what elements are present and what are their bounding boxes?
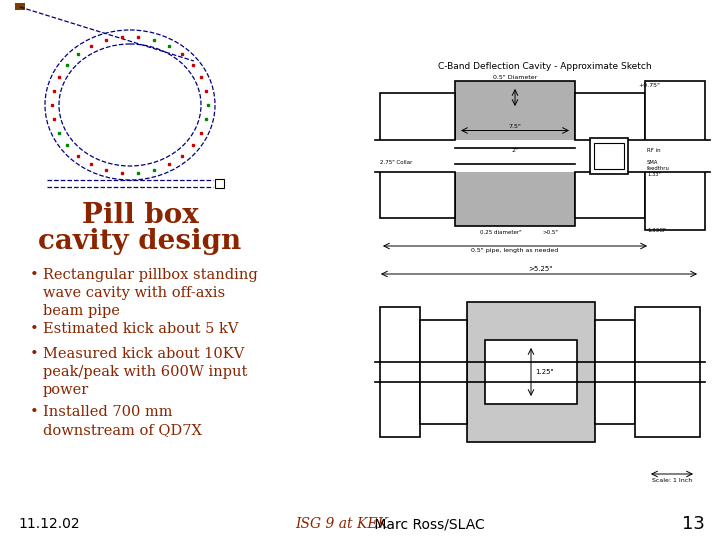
Bar xyxy=(575,93,645,218)
Text: 0.5" pipe, length as needed: 0.5" pipe, length as needed xyxy=(472,248,559,253)
Bar xyxy=(594,143,624,168)
Text: 2": 2" xyxy=(511,148,518,153)
Text: Rectangular pillbox standing
wave cavity with off-axis
beam pipe: Rectangular pillbox standing wave cavity… xyxy=(43,268,258,318)
Bar xyxy=(467,302,595,442)
Bar xyxy=(455,81,575,226)
Bar xyxy=(215,179,224,188)
Text: 7.5": 7.5" xyxy=(508,124,521,129)
Bar xyxy=(380,93,455,218)
Text: C-Band Deflection Cavity - Approximate Sketch: C-Band Deflection Cavity - Approximate S… xyxy=(438,62,652,71)
Text: 1.25": 1.25" xyxy=(535,369,554,375)
Text: >0.5": >0.5" xyxy=(542,230,558,235)
Text: Installed 700 mm
downstream of QD7X: Installed 700 mm downstream of QD7X xyxy=(43,405,202,437)
Bar xyxy=(15,3,25,10)
Text: Pill box: Pill box xyxy=(81,202,199,229)
Text: 13: 13 xyxy=(682,515,705,533)
Text: •: • xyxy=(30,347,39,361)
Bar xyxy=(635,307,700,437)
Text: Scale: 1 Inch: Scale: 1 Inch xyxy=(652,478,692,483)
Text: Marc Ross/SLAC: Marc Ross/SLAC xyxy=(370,517,485,531)
Text: >5.25": >5.25" xyxy=(528,266,552,272)
Text: 2.75" Collar: 2.75" Collar xyxy=(380,160,413,165)
Text: ISG 9 at KEK: ISG 9 at KEK xyxy=(295,517,388,531)
Text: RF in: RF in xyxy=(647,148,661,153)
Text: •: • xyxy=(30,405,39,419)
Bar xyxy=(485,340,577,404)
Text: 1.33CF: 1.33CF xyxy=(647,228,666,233)
Text: cavity design: cavity design xyxy=(38,228,242,255)
Text: 0.5" Diameter: 0.5" Diameter xyxy=(493,75,537,80)
Bar xyxy=(595,320,635,424)
Text: 0.25 diameter": 0.25 diameter" xyxy=(480,230,521,235)
Text: SMA
feedthru
1.33": SMA feedthru 1.33" xyxy=(647,160,670,177)
Text: •: • xyxy=(30,268,39,282)
Bar xyxy=(380,307,420,437)
Text: •: • xyxy=(30,322,39,336)
Text: Estimated kick about 5 kV: Estimated kick about 5 kV xyxy=(43,322,238,336)
Bar xyxy=(420,320,467,424)
Text: +0.75": +0.75" xyxy=(638,83,660,88)
Bar xyxy=(645,81,705,230)
Text: Measured kick about 10KV
peak/peak with 600W input
power: Measured kick about 10KV peak/peak with … xyxy=(43,347,248,397)
Text: 11.12.02: 11.12.02 xyxy=(18,517,80,531)
Bar xyxy=(590,138,628,173)
Bar xyxy=(375,139,710,172)
